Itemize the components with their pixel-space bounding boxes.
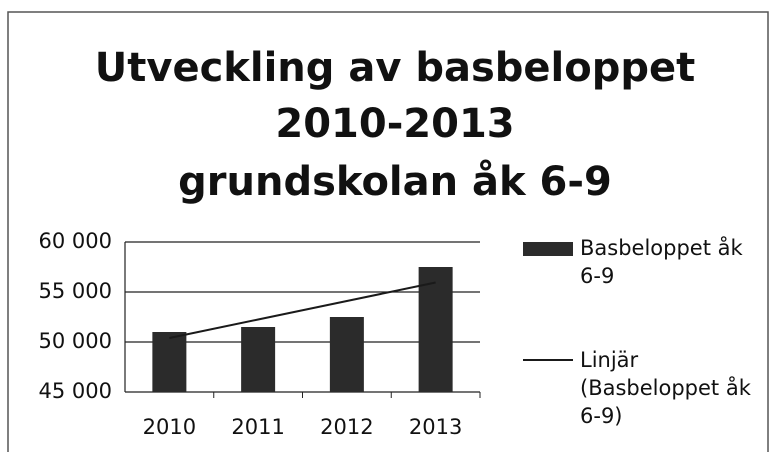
bar (241, 327, 276, 392)
y-tick-label: 60 000 (39, 229, 112, 253)
legend-swatch (523, 242, 573, 256)
x-tick-label: 2013 (409, 415, 462, 439)
y-tick-label: 50 000 (39, 329, 112, 353)
chart-title: Utveckling av basbeloppet (95, 45, 695, 91)
chart-title: 2010-2013 (275, 101, 514, 147)
bar (418, 267, 453, 392)
chart-border (7, 11, 769, 452)
x-tick-label: 2011 (231, 415, 284, 439)
bar (152, 332, 187, 392)
bar (329, 317, 364, 392)
trendline (169, 281, 436, 339)
legend-label: Basbeloppet åk 6-9 (580, 236, 743, 288)
y-tick-label: 55 000 (39, 279, 112, 303)
y-tick-label: 45 000 (39, 379, 112, 403)
legend-label: Linjär (Basbeloppet åk 6-9) (580, 348, 751, 428)
chart-title: grundskolan åk 6-9 (178, 158, 612, 205)
x-tick-label: 2010 (143, 415, 196, 439)
x-tick-label: 2012 (320, 415, 373, 439)
